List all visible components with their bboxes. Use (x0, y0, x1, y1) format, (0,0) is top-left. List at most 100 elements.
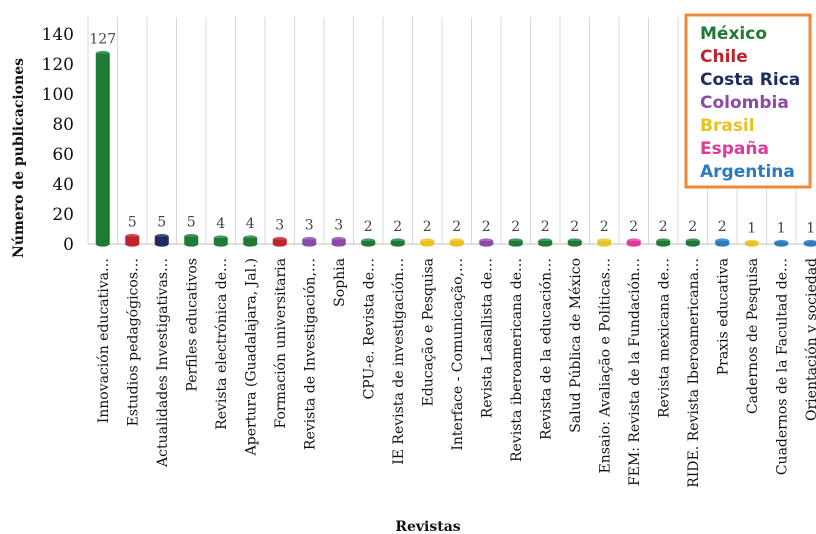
bar-group: 2 (420, 219, 435, 247)
category-label: Praxis educativa (715, 258, 731, 375)
bar-group: 4 (243, 216, 258, 247)
bar-cap (154, 233, 169, 240)
data-label: 5 (157, 215, 166, 231)
bar-cap (125, 233, 140, 240)
bar-cap (243, 235, 258, 241)
bar (184, 236, 199, 244)
category-label: Revista mexicana de… (656, 258, 672, 418)
data-label: 2 (511, 219, 520, 235)
y-axis-title: Número de publicaciones (11, 58, 27, 258)
category-label: Orientación y sociedad (804, 258, 816, 421)
bar-base (656, 241, 671, 247)
bar-group: 2 (656, 219, 671, 247)
bar (213, 238, 228, 244)
bars: 127 5 5 5 4 4 3 3 3 2 2 2 2 2 2 2 2 2 2 2 2 2 1 1 1 (89, 32, 816, 247)
bar-group: 2 (538, 219, 553, 247)
bar-base (302, 241, 317, 247)
bar-base (449, 241, 464, 247)
category-labels: Innovación educativa… Estudios pedagógico… (96, 258, 816, 488)
bar-cap (95, 50, 110, 57)
bar-group: 2 (597, 219, 612, 247)
data-label: 2 (570, 219, 579, 235)
bar-base (479, 241, 494, 247)
category-label: Revista de Investigación,… (302, 258, 318, 450)
data-label: 2 (659, 219, 668, 235)
data-label: 2 (629, 219, 638, 235)
bar-group: 1 (744, 221, 759, 247)
category-label: Salud Pública de México (568, 258, 584, 433)
legend-entry: Costa Rica (700, 70, 800, 90)
data-label: 3 (275, 218, 284, 234)
category-label: Actualidades Investigativas… (155, 258, 171, 468)
data-label: 5 (128, 215, 137, 231)
category-label: Innovación educativa… (96, 258, 112, 423)
bar-group: 3 (302, 218, 317, 247)
category-label: Sophia (332, 258, 348, 307)
data-label: 1 (747, 221, 756, 237)
bar-base (685, 241, 700, 247)
data-label: 2 (423, 219, 432, 235)
y-axis-ticks: 0 20 40 60 80 100 120 140 (42, 25, 74, 255)
category-label: CPU-e. Revista de… (361, 258, 377, 399)
y-tick-label: 140 (42, 25, 74, 45)
legend-entry: Chile (700, 47, 748, 67)
bar-group: 5 (125, 215, 140, 247)
category-label: RIDE. Revista Iberoamericana… (686, 258, 702, 488)
data-label: 1 (806, 221, 815, 237)
y-tick-label: 100 (42, 85, 74, 105)
bar-base (774, 241, 789, 247)
category-label: Revista de la educación… (538, 258, 554, 440)
legend-entry: Brasil (700, 116, 755, 136)
category-label: IE Revista de investigación… (391, 258, 407, 465)
data-label: 2 (718, 219, 727, 235)
bar-cap (213, 235, 228, 241)
category-label: Revista iberoamericana de… (509, 258, 525, 462)
category-label: Apertura (Guadalajara, Jal.) (243, 258, 259, 456)
bar-group: 2 (626, 219, 641, 247)
bar-base (567, 241, 582, 247)
bar-group: 2 (479, 219, 494, 247)
data-label: 127 (89, 32, 116, 48)
bar-base (272, 241, 287, 247)
bar-cap (184, 233, 199, 240)
bar-base (361, 241, 376, 247)
data-label: 2 (393, 219, 402, 235)
data-label: 2 (482, 219, 491, 235)
category-label: Educação e Pesquisa (420, 258, 436, 406)
y-tick-label: 40 (52, 175, 74, 195)
bar-base (331, 241, 346, 247)
bar-group: 2 (508, 219, 523, 247)
data-label: 3 (334, 218, 343, 234)
y-tick-label: 0 (63, 235, 74, 255)
category-label: Perfiles educativos (184, 258, 200, 392)
bar-cap (331, 236, 346, 243)
y-tick-label: 120 (42, 55, 74, 75)
legend-entry: Argentina (700, 162, 795, 182)
bar-base (184, 241, 199, 247)
data-label: 5 (187, 215, 196, 231)
bar (154, 236, 169, 244)
category-label: FEM: Revista de la Fundación… (627, 258, 643, 486)
category-label: Estudios pedagógicos… (125, 258, 141, 426)
y-tick-label: 20 (52, 205, 74, 225)
bar-base (744, 241, 759, 247)
bar-group: 3 (331, 218, 346, 247)
data-label: 3 (305, 218, 314, 234)
bar-cap (272, 236, 287, 243)
bar-base (154, 241, 169, 247)
bar (95, 53, 110, 244)
bar-group: 1 (774, 221, 789, 247)
bar-group: 2 (715, 219, 730, 247)
y-tick-label: 60 (52, 145, 74, 165)
legend-entry: México (700, 24, 767, 44)
category-label: Cadernos de Pesquisa (745, 258, 761, 414)
legend-entry: España (700, 139, 769, 159)
category-label: Formación universitaria (273, 258, 289, 428)
bar-group: 5 (184, 215, 199, 247)
legend-frame (684, 13, 812, 189)
bar-group: 2 (685, 219, 700, 247)
bar-group: 2 (361, 219, 376, 247)
bar-base (538, 241, 553, 247)
bar-group: 4 (213, 216, 228, 247)
